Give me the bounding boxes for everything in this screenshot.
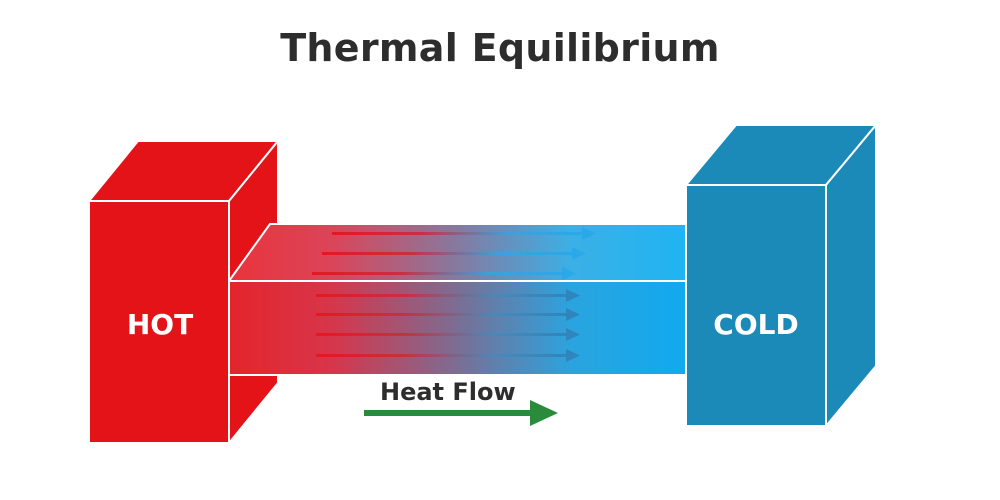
heat-arrow [316, 308, 580, 321]
heat-arrow [322, 247, 586, 260]
heat-flow-indicator: Heat Flow [364, 378, 558, 426]
heat-arrow [312, 267, 576, 280]
hot-label: HOT [127, 308, 193, 341]
cold-label: COLD [713, 308, 798, 341]
heat-flow-arrow-icon [364, 400, 558, 426]
cold-block: COLD [685, 124, 877, 427]
page-title: Thermal Equilibrium [280, 26, 720, 70]
heat-arrow [316, 349, 580, 362]
conducting-bar [228, 223, 687, 376]
hot-block-front [88, 200, 230, 444]
heat-arrow [316, 289, 580, 302]
heat-flow-label: Heat Flow [380, 378, 516, 406]
internal-heat-arrows [312, 227, 596, 362]
heat-arrow [332, 227, 596, 240]
cold-block-front [685, 184, 827, 427]
hot-block: HOT [88, 140, 279, 444]
heat-arrow [316, 328, 580, 341]
